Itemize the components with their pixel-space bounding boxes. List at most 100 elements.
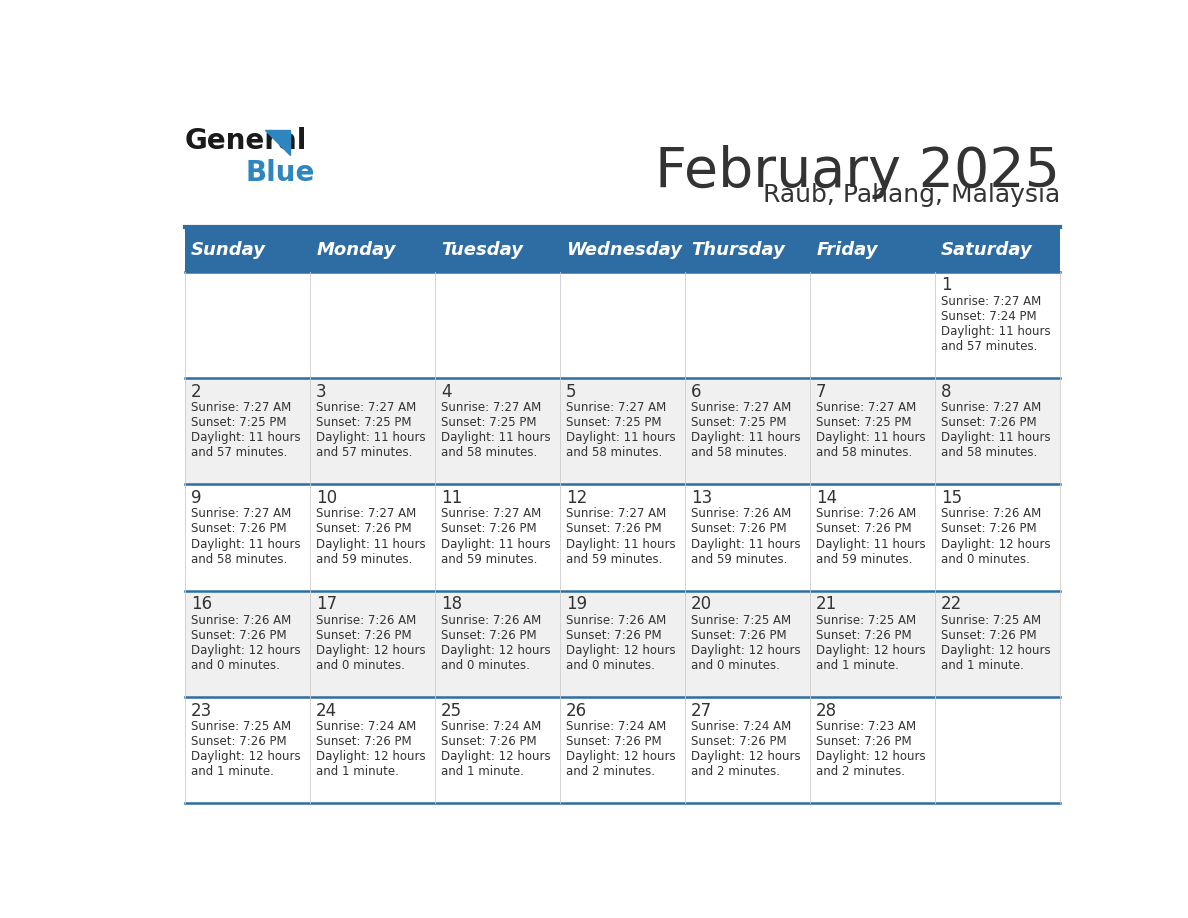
Text: 2: 2 bbox=[191, 383, 202, 401]
Text: Sunset: 7:26 PM: Sunset: 7:26 PM bbox=[567, 629, 662, 642]
Text: Sunset: 7:26 PM: Sunset: 7:26 PM bbox=[941, 416, 1037, 430]
Bar bbox=[685, 697, 810, 803]
Bar bbox=[310, 590, 435, 697]
Text: Sunset: 7:26 PM: Sunset: 7:26 PM bbox=[441, 735, 537, 748]
Text: Thursday: Thursday bbox=[691, 241, 785, 259]
Text: Sunrise: 7:26 AM: Sunrise: 7:26 AM bbox=[191, 614, 291, 627]
Text: 22: 22 bbox=[941, 595, 962, 613]
Text: Sunrise: 7:27 AM: Sunrise: 7:27 AM bbox=[191, 508, 291, 521]
Bar bbox=[685, 378, 810, 485]
Text: and 0 minutes.: and 0 minutes. bbox=[316, 659, 405, 672]
Text: Sunset: 7:26 PM: Sunset: 7:26 PM bbox=[941, 522, 1037, 535]
Text: and 1 minute.: and 1 minute. bbox=[191, 765, 274, 778]
Text: Daylight: 12 hours: Daylight: 12 hours bbox=[816, 750, 925, 763]
Text: Sunset: 7:26 PM: Sunset: 7:26 PM bbox=[567, 522, 662, 535]
Text: 5: 5 bbox=[567, 383, 576, 401]
Text: Daylight: 11 hours: Daylight: 11 hours bbox=[816, 431, 925, 444]
Text: Sunset: 7:25 PM: Sunset: 7:25 PM bbox=[441, 416, 537, 430]
Text: 12: 12 bbox=[567, 489, 587, 507]
Bar bbox=[310, 378, 435, 485]
Bar bbox=[310, 485, 435, 590]
Text: Sunset: 7:26 PM: Sunset: 7:26 PM bbox=[441, 522, 537, 535]
Text: Sunrise: 7:27 AM: Sunrise: 7:27 AM bbox=[441, 401, 542, 414]
Text: Sunrise: 7:27 AM: Sunrise: 7:27 AM bbox=[567, 401, 666, 414]
Text: Daylight: 12 hours: Daylight: 12 hours bbox=[567, 750, 676, 763]
Bar bbox=[185, 590, 310, 697]
Text: Daylight: 11 hours: Daylight: 11 hours bbox=[691, 431, 801, 444]
Text: Monday: Monday bbox=[316, 241, 396, 259]
Text: Sunrise: 7:27 AM: Sunrise: 7:27 AM bbox=[441, 508, 542, 521]
Text: Sunrise: 7:24 AM: Sunrise: 7:24 AM bbox=[316, 720, 416, 733]
Text: 11: 11 bbox=[441, 489, 462, 507]
Text: 27: 27 bbox=[691, 701, 713, 720]
Text: General: General bbox=[185, 127, 308, 155]
Text: and 58 minutes.: and 58 minutes. bbox=[691, 446, 788, 459]
Text: Daylight: 12 hours: Daylight: 12 hours bbox=[441, 750, 551, 763]
Bar bbox=[560, 485, 685, 590]
Bar bbox=[685, 590, 810, 697]
Text: Sunset: 7:26 PM: Sunset: 7:26 PM bbox=[191, 735, 286, 748]
Text: and 59 minutes.: and 59 minutes. bbox=[316, 553, 412, 565]
Text: and 58 minutes.: and 58 minutes. bbox=[191, 553, 287, 565]
Bar bbox=[810, 485, 935, 590]
Bar bbox=[560, 590, 685, 697]
Bar bbox=[810, 272, 935, 378]
Text: Sunrise: 7:24 AM: Sunrise: 7:24 AM bbox=[441, 720, 542, 733]
Text: 1: 1 bbox=[941, 276, 952, 295]
Text: Sunset: 7:26 PM: Sunset: 7:26 PM bbox=[191, 522, 286, 535]
Bar bbox=[685, 485, 810, 590]
Text: and 1 minute.: and 1 minute. bbox=[816, 659, 899, 672]
Bar bbox=[185, 272, 310, 378]
Text: Sunset: 7:26 PM: Sunset: 7:26 PM bbox=[316, 735, 412, 748]
Text: and 59 minutes.: and 59 minutes. bbox=[567, 553, 663, 565]
Text: and 0 minutes.: and 0 minutes. bbox=[691, 659, 781, 672]
Text: 25: 25 bbox=[441, 701, 462, 720]
Text: Sunrise: 7:26 AM: Sunrise: 7:26 AM bbox=[816, 508, 916, 521]
Bar bbox=[560, 697, 685, 803]
Text: and 59 minutes.: and 59 minutes. bbox=[816, 553, 912, 565]
Text: Sunrise: 7:26 AM: Sunrise: 7:26 AM bbox=[567, 614, 666, 627]
Text: Sunrise: 7:27 AM: Sunrise: 7:27 AM bbox=[941, 295, 1042, 308]
Text: Sunset: 7:25 PM: Sunset: 7:25 PM bbox=[191, 416, 286, 430]
Text: Sunrise: 7:26 AM: Sunrise: 7:26 AM bbox=[691, 508, 791, 521]
Text: Sunrise: 7:27 AM: Sunrise: 7:27 AM bbox=[691, 401, 791, 414]
Text: and 1 minute.: and 1 minute. bbox=[941, 659, 1024, 672]
Text: 9: 9 bbox=[191, 489, 202, 507]
Text: Sunrise: 7:23 AM: Sunrise: 7:23 AM bbox=[816, 720, 916, 733]
Bar bbox=[185, 227, 1060, 272]
Text: Sunrise: 7:26 AM: Sunrise: 7:26 AM bbox=[441, 614, 542, 627]
Text: and 0 minutes.: and 0 minutes. bbox=[941, 553, 1030, 565]
Text: and 0 minutes.: and 0 minutes. bbox=[441, 659, 530, 672]
Text: and 57 minutes.: and 57 minutes. bbox=[191, 446, 287, 459]
Text: and 2 minutes.: and 2 minutes. bbox=[691, 765, 781, 778]
Text: Sunrise: 7:24 AM: Sunrise: 7:24 AM bbox=[691, 720, 791, 733]
Text: Daylight: 11 hours: Daylight: 11 hours bbox=[316, 538, 425, 551]
Text: Sunset: 7:25 PM: Sunset: 7:25 PM bbox=[316, 416, 411, 430]
Text: Daylight: 11 hours: Daylight: 11 hours bbox=[567, 431, 676, 444]
Text: 19: 19 bbox=[567, 595, 587, 613]
Text: Sunrise: 7:25 AM: Sunrise: 7:25 AM bbox=[191, 720, 291, 733]
Text: Sunset: 7:26 PM: Sunset: 7:26 PM bbox=[567, 735, 662, 748]
Text: Sunset: 7:26 PM: Sunset: 7:26 PM bbox=[941, 629, 1037, 642]
Bar bbox=[935, 272, 1060, 378]
Text: Daylight: 12 hours: Daylight: 12 hours bbox=[567, 644, 676, 656]
Text: Sunrise: 7:25 AM: Sunrise: 7:25 AM bbox=[941, 614, 1041, 627]
Text: 18: 18 bbox=[441, 595, 462, 613]
Text: 16: 16 bbox=[191, 595, 213, 613]
Text: and 2 minutes.: and 2 minutes. bbox=[567, 765, 655, 778]
Text: 8: 8 bbox=[941, 383, 952, 401]
Text: Sunset: 7:24 PM: Sunset: 7:24 PM bbox=[941, 310, 1037, 323]
Text: Daylight: 11 hours: Daylight: 11 hours bbox=[567, 538, 676, 551]
Text: and 1 minute.: and 1 minute. bbox=[441, 765, 524, 778]
Text: Daylight: 12 hours: Daylight: 12 hours bbox=[441, 644, 551, 656]
Bar bbox=[435, 590, 560, 697]
Bar bbox=[810, 590, 935, 697]
Bar bbox=[435, 485, 560, 590]
Text: and 57 minutes.: and 57 minutes. bbox=[316, 446, 412, 459]
Bar bbox=[935, 590, 1060, 697]
Text: 23: 23 bbox=[191, 701, 213, 720]
Text: Sunrise: 7:27 AM: Sunrise: 7:27 AM bbox=[191, 401, 291, 414]
Text: Sunset: 7:25 PM: Sunset: 7:25 PM bbox=[691, 416, 786, 430]
Text: and 59 minutes.: and 59 minutes. bbox=[691, 553, 788, 565]
Text: 24: 24 bbox=[316, 701, 337, 720]
